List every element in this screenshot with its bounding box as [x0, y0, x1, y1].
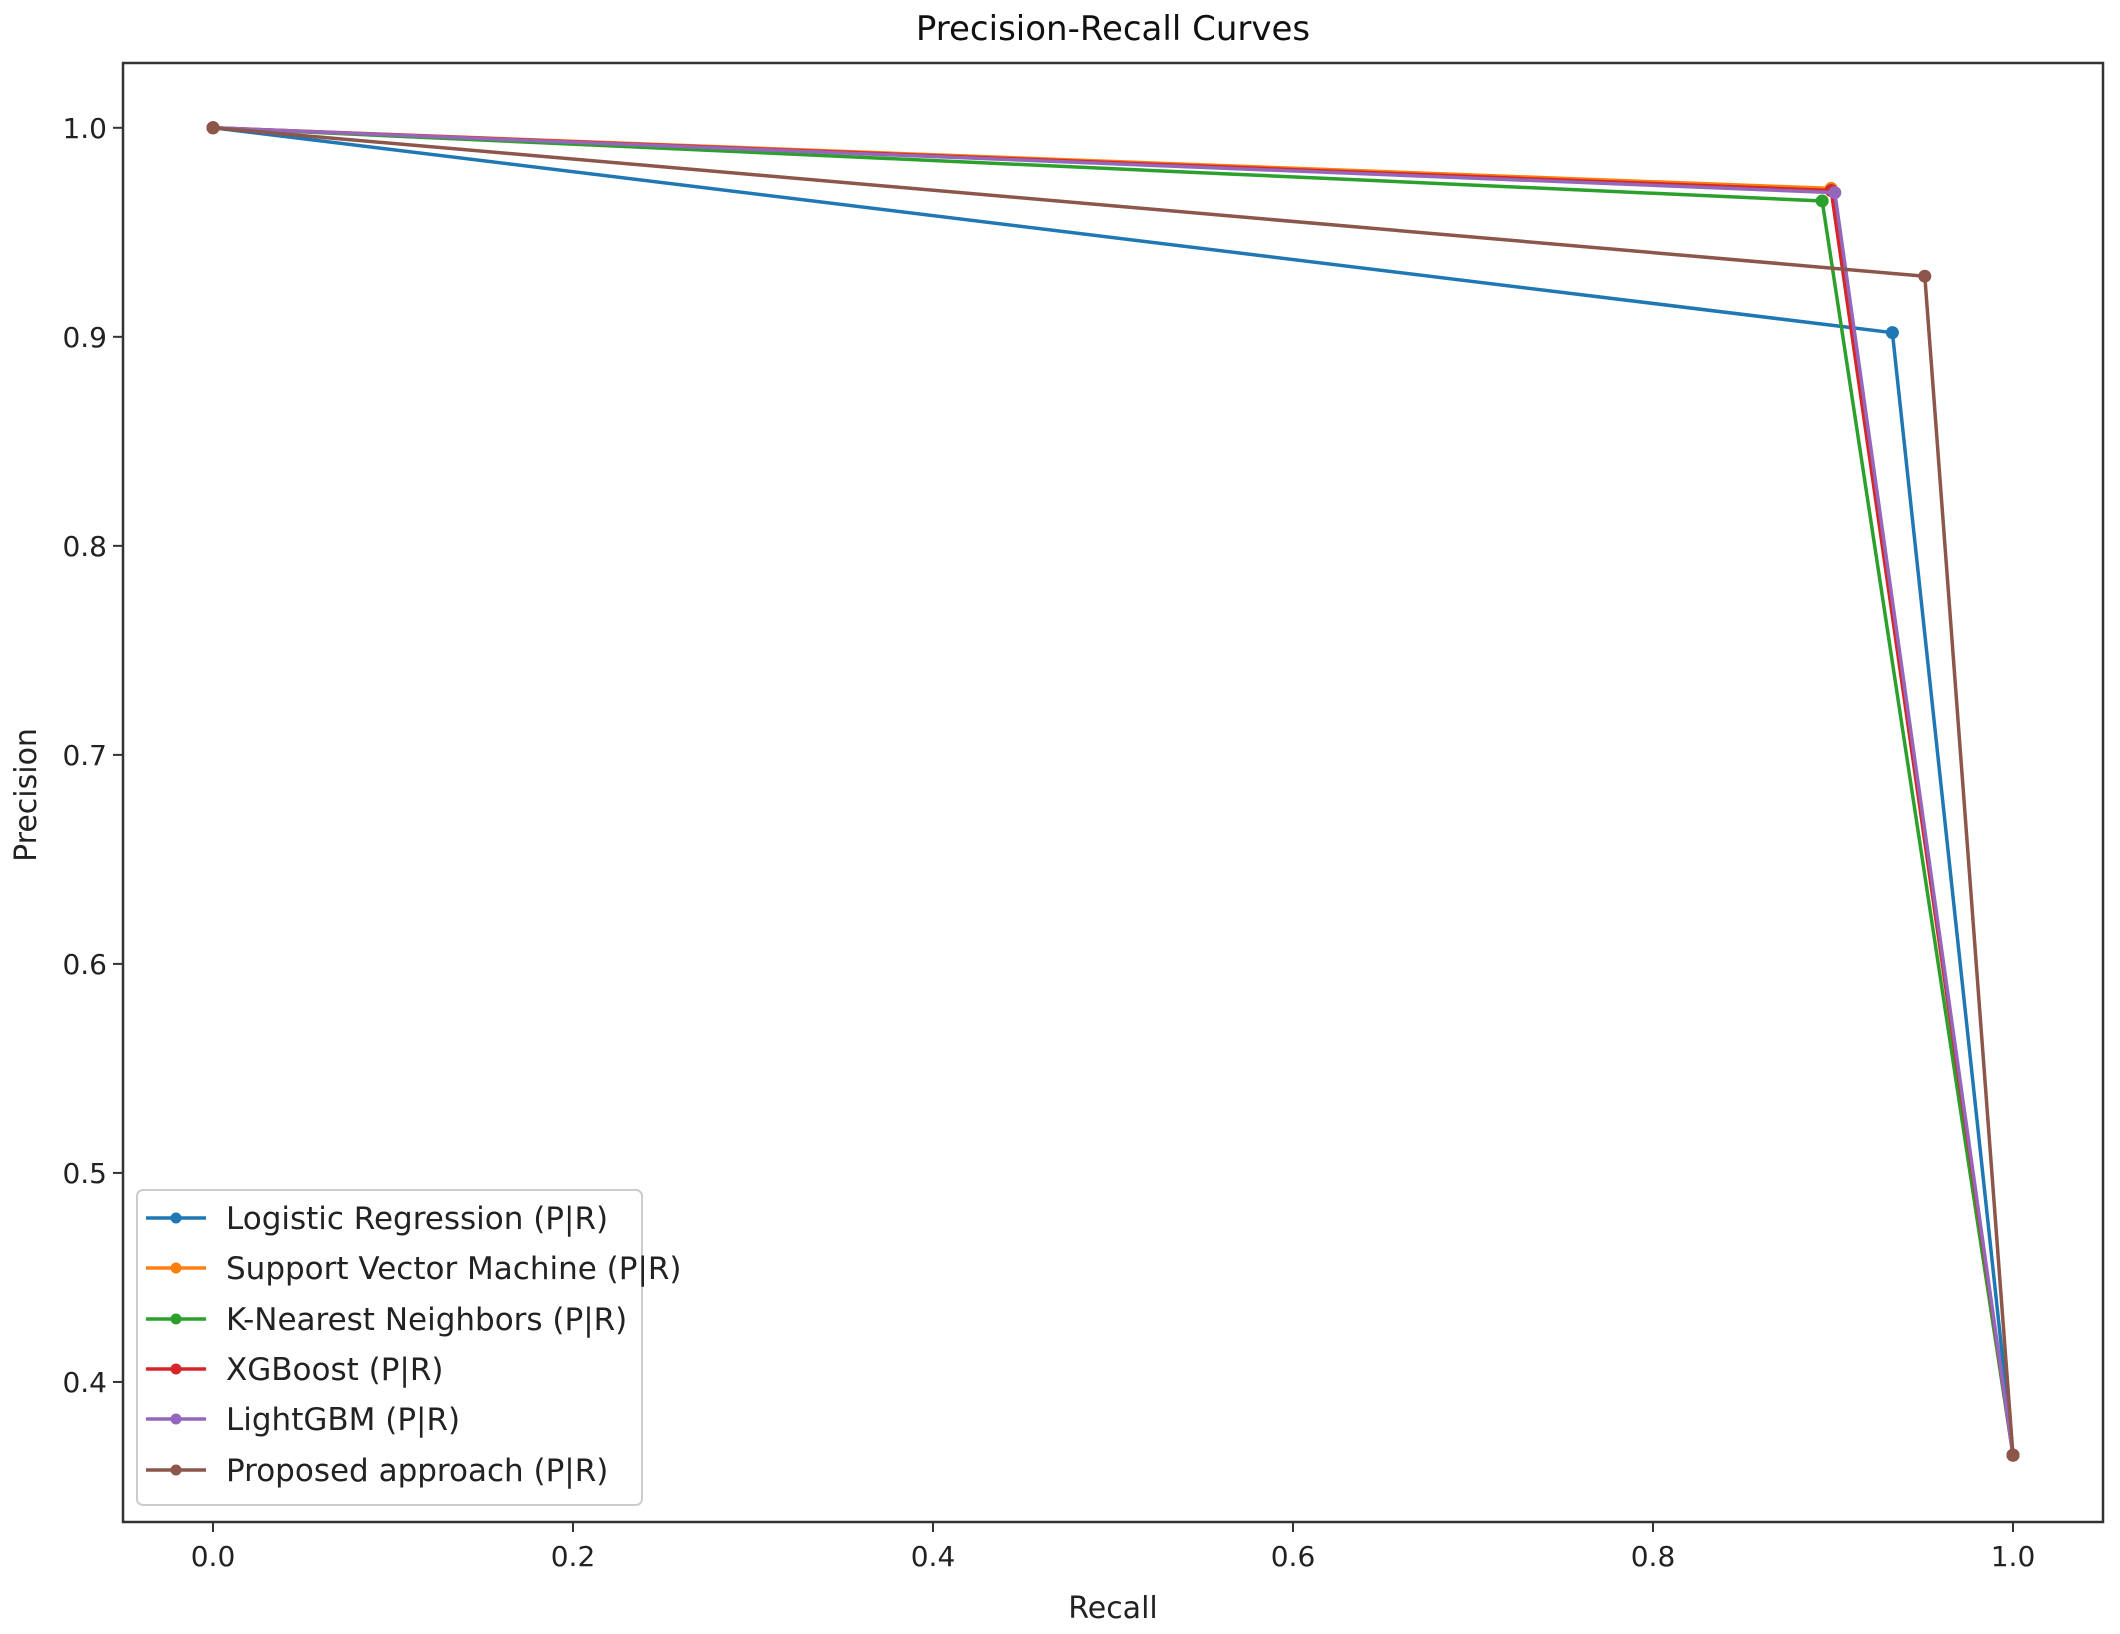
legend-item: LightGBM (P|R) [146, 1402, 460, 1438]
legend-marker [170, 1313, 182, 1325]
legend-label: Support Vector Machine (P|R) [226, 1251, 682, 1287]
legend-item: Logistic Regression (P|R) [146, 1201, 608, 1237]
x-axis-label: Recall [1068, 1591, 1158, 1626]
y-tick-label: 0.6 [62, 948, 107, 981]
legend-label: XGBoost (P|R) [226, 1352, 443, 1388]
y-axis-label: Precision [9, 728, 44, 862]
legend-marker [170, 1363, 182, 1375]
data-point [1885, 326, 1899, 340]
legend-item: K-Nearest Neighbors (P|R) [146, 1302, 627, 1338]
y-tick-label: 0.5 [62, 1157, 107, 1190]
y-tick-label: 0.7 [62, 739, 107, 772]
data-point [2006, 1448, 2020, 1462]
data-point [1815, 194, 1829, 208]
legend-marker [170, 1212, 182, 1224]
y-tick-label: 0.9 [62, 321, 107, 354]
x-tick-label: 0.4 [911, 1540, 956, 1573]
legend-item: Support Vector Machine (P|R) [146, 1251, 682, 1287]
legend-label: Logistic Regression (P|R) [226, 1201, 608, 1237]
x-tick-label: 0.8 [1631, 1540, 1676, 1573]
y-tick-label: 0.8 [62, 530, 107, 563]
x-tick-label: 0.2 [551, 1540, 596, 1573]
y-tick-label: 1.0 [62, 112, 107, 145]
x-tick-label: 0.6 [1271, 1540, 1316, 1573]
data-point [206, 121, 220, 135]
legend-item: XGBoost (P|R) [146, 1352, 443, 1388]
data-point [1828, 186, 1842, 200]
legend-marker [170, 1262, 182, 1274]
legend-marker [170, 1413, 182, 1425]
legend-marker [170, 1464, 182, 1476]
y-tick-label: 0.4 [62, 1366, 107, 1399]
data-point [1918, 269, 1932, 283]
legend-label: LightGBM (P|R) [226, 1402, 460, 1438]
legend: Logistic Regression (P|R) Support Vector … [136, 1189, 682, 1506]
plot-frame [121, 61, 2105, 1524]
chart-title: Precision-Recall Curves [916, 9, 1310, 49]
series-proposed-approach-p-r [206, 121, 2020, 1462]
legend-item: Proposed approach (P|R) [146, 1453, 608, 1489]
x-tick-label: 0.0 [191, 1540, 236, 1573]
legend-label: K-Nearest Neighbors (P|R) [226, 1302, 627, 1338]
legend-frame [136, 1189, 643, 1506]
x-tick-label: 1.0 [1991, 1540, 2036, 1573]
legend-label: Proposed approach (P|R) [226, 1453, 608, 1489]
